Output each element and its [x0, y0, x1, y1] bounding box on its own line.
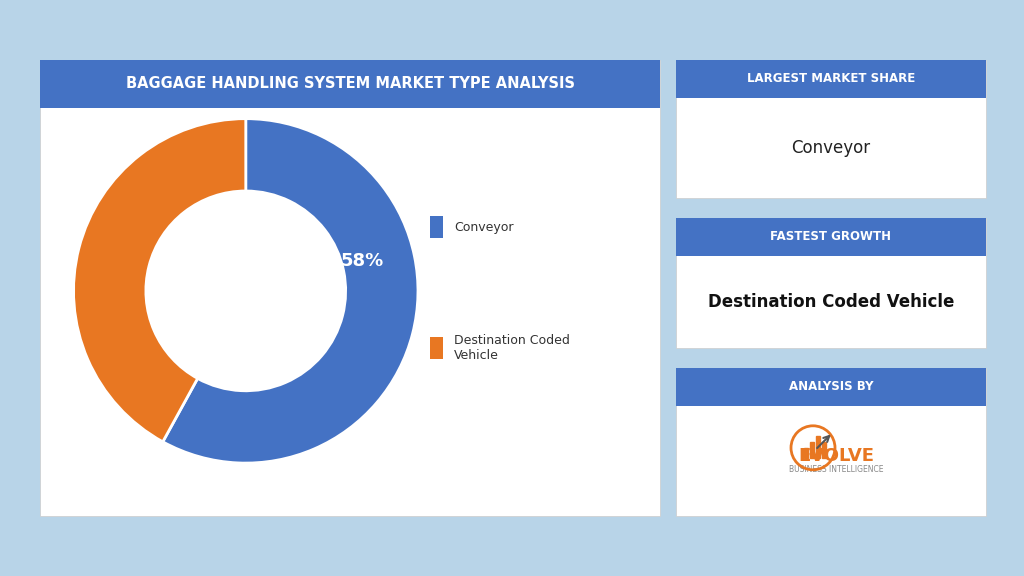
FancyBboxPatch shape	[8, 8, 1016, 568]
FancyBboxPatch shape	[676, 60, 986, 98]
Bar	[810, 442, 814, 458]
Wedge shape	[163, 119, 418, 463]
FancyBboxPatch shape	[676, 368, 986, 516]
Text: EVOLVE: EVOLVE	[798, 447, 874, 465]
Bar	[816, 436, 820, 458]
Bar	[430, 338, 443, 359]
Text: BUSINESS INTELLIGENCE: BUSINESS INTELLIGENCE	[788, 465, 884, 474]
Text: Destination Coded
Vehicle: Destination Coded Vehicle	[454, 334, 570, 362]
FancyBboxPatch shape	[40, 60, 660, 108]
Text: BAGGAGE HANDLING SYSTEM MARKET TYPE ANALYSIS: BAGGAGE HANDLING SYSTEM MARKET TYPE ANAL…	[126, 77, 574, 92]
Text: Conveyor: Conveyor	[792, 139, 870, 157]
Bar	[430, 217, 443, 238]
Text: Destination Coded Vehicle: Destination Coded Vehicle	[708, 293, 954, 311]
Text: Conveyor: Conveyor	[454, 221, 514, 234]
FancyBboxPatch shape	[676, 60, 986, 198]
Text: ANALYSIS BY: ANALYSIS BY	[788, 381, 873, 393]
FancyBboxPatch shape	[676, 218, 986, 256]
Bar	[822, 442, 826, 458]
Bar	[804, 448, 808, 458]
FancyBboxPatch shape	[676, 218, 986, 348]
Text: LARGEST MARKET SHARE: LARGEST MARKET SHARE	[746, 73, 915, 85]
FancyBboxPatch shape	[676, 368, 986, 406]
FancyBboxPatch shape	[40, 60, 660, 516]
Wedge shape	[74, 119, 246, 442]
Text: 58%: 58%	[341, 252, 384, 270]
Text: FASTEST GROWTH: FASTEST GROWTH	[770, 230, 892, 244]
